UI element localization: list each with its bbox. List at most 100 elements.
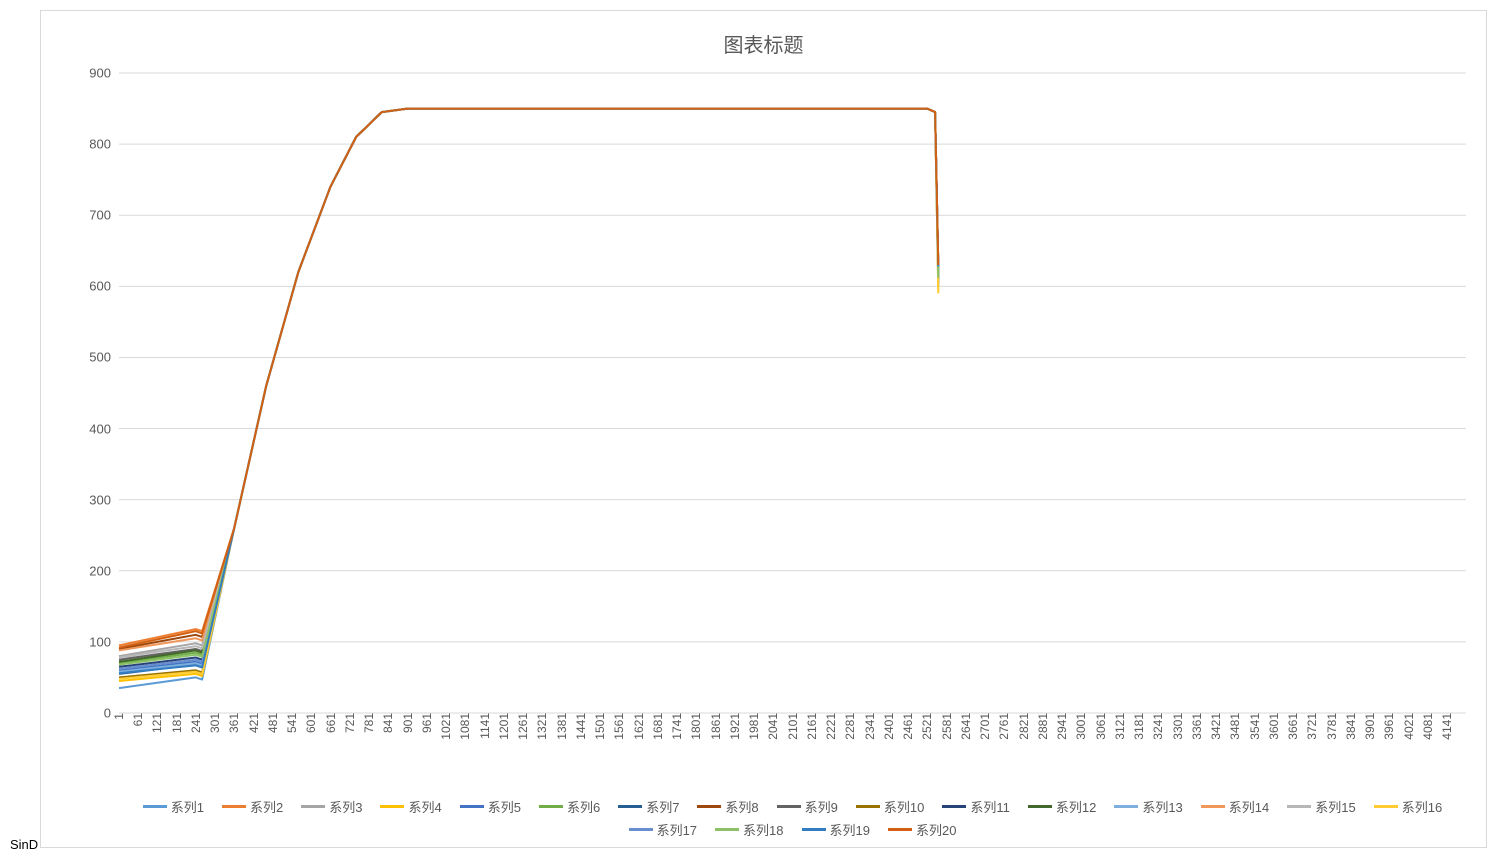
footer-text: SinD [10,837,38,852]
chart-container: 图表标题 0100200300400500600700800900 161121… [40,10,1487,848]
x-tick-label: 1321 [535,713,549,740]
legend-label: 系列10 [884,797,924,816]
legend-label: 系列4 [408,797,441,816]
x-tick-label: 1561 [612,713,626,740]
x-tick-label: 901 [401,713,415,733]
x-tick-label: 2161 [805,713,819,740]
x-tick-label: 1 [112,713,126,720]
x-tick-label: 181 [170,713,184,733]
series-line-s14 [119,109,938,651]
x-tick-label: 541 [285,713,299,733]
legend-label: 系列2 [250,797,283,816]
x-tick-label: 841 [381,713,395,733]
legend-swatch [697,805,721,808]
x-tick-label: 2581 [940,713,954,740]
x-tick-label: 1801 [689,713,703,740]
x-tick-label: 3061 [1094,713,1108,740]
x-tick-label: 301 [208,713,222,733]
x-tick-label: 1741 [670,713,684,740]
x-tick-label: 2821 [1017,713,1031,740]
plot-svg [119,73,1466,713]
legend-swatch [143,805,167,808]
legend-swatch [1287,805,1311,808]
legend-item-s11: 系列11 [942,797,1010,816]
x-tick-label: 3601 [1267,713,1281,740]
series-line-s16 [119,109,938,679]
legend-label: 系列1 [171,797,204,816]
x-tick-label: 1081 [458,713,472,740]
legend-swatch [1374,805,1398,808]
x-tick-label: 1021 [439,713,453,740]
legend-swatch [539,805,563,808]
legend: 系列1系列2系列3系列4系列5系列6系列7系列8系列9系列10系列11系列12系… [119,797,1466,839]
series-line-s13 [119,109,938,672]
legend-label: 系列20 [916,820,956,839]
legend-item-s5: 系列5 [460,797,521,816]
x-tick-label: 3661 [1286,713,1300,740]
x-tick-label: 1441 [574,713,588,740]
legend-label: 系列14 [1229,797,1269,816]
y-tick-label: 200 [89,563,111,578]
x-tick-label: 2881 [1036,713,1050,740]
x-tick-label: 3121 [1113,713,1127,740]
x-tick-label: 3001 [1074,713,1088,740]
x-tick-label: 1861 [709,713,723,740]
x-tick-label: 3241 [1151,713,1165,740]
legend-swatch [460,805,484,808]
legend-swatch [802,828,826,831]
x-tick-label: 1201 [497,713,511,740]
legend-label: 系列18 [743,820,783,839]
x-tick-label: 3421 [1209,713,1223,740]
legend-label: 系列17 [657,820,697,839]
x-tick-label: 721 [343,713,357,733]
legend-label: 系列19 [830,820,870,839]
legend-item-s3: 系列3 [301,797,362,816]
x-tick-label: 4021 [1402,713,1416,740]
x-tick-label: 61 [131,713,145,726]
series-line-s9 [119,109,938,660]
x-tick-label: 3841 [1344,713,1358,740]
series-line-s17 [119,109,938,669]
legend-swatch [1028,805,1052,808]
x-tick-label: 2341 [863,713,877,740]
legend-swatch [1114,805,1138,808]
x-tick-label: 4081 [1421,713,1435,740]
legend-item-s2: 系列2 [222,797,283,816]
x-tick-label: 2941 [1055,713,1069,740]
legend-label: 系列7 [646,797,679,816]
x-tick-label: 3481 [1228,713,1242,740]
legend-label: 系列12 [1056,797,1096,816]
legend-label: 系列5 [488,797,521,816]
series-line-s7 [119,109,938,674]
x-tick-label: 3301 [1171,713,1185,740]
legend-swatch [222,805,246,808]
x-tick-label: 1381 [555,713,569,740]
legend-item-s15: 系列15 [1287,797,1355,816]
legend-label: 系列6 [567,797,600,816]
x-tick-label: 361 [227,713,241,733]
legend-item-s13: 系列13 [1114,797,1182,816]
legend-label: 系列15 [1315,797,1355,816]
legend-swatch [301,805,325,808]
legend-item-s18: 系列18 [715,820,783,839]
x-tick-label: 3721 [1305,713,1319,740]
x-tick-label: 1261 [516,713,530,740]
legend-swatch [856,805,880,808]
series-line-s10 [119,109,938,678]
legend-item-s17: 系列17 [629,820,697,839]
x-tick-label: 1981 [747,713,761,740]
x-axis-labels: 1611211812413013614214815416016617217818… [119,713,1466,773]
legend-label: 系列3 [329,797,362,816]
x-tick-label: 1681 [651,713,665,740]
x-tick-label: 781 [362,713,376,733]
series-line-s6 [119,109,938,664]
legend-item-s12: 系列12 [1028,797,1096,816]
chart-title: 图表标题 [41,29,1486,58]
x-tick-label: 421 [247,713,261,733]
x-tick-label: 3961 [1382,713,1396,740]
x-tick-label: 2761 [997,713,1011,740]
legend-label: 系列8 [725,797,758,816]
series-line-s20 [119,109,938,648]
x-tick-label: 2101 [786,713,800,740]
series-line-s8 [119,109,938,649]
